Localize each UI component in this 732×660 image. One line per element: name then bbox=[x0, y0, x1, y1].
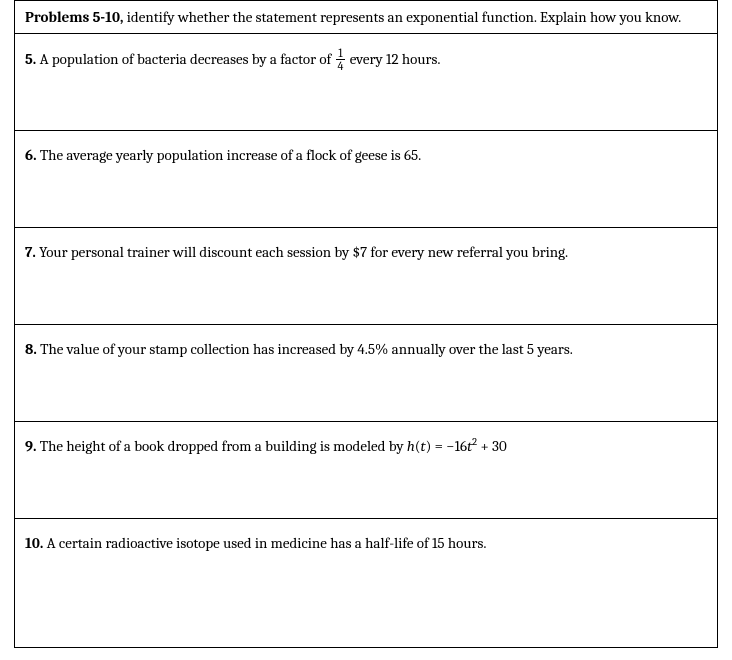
problem-text: The value of your stamp collection has i… bbox=[37, 340, 573, 358]
fraction: 14 bbox=[336, 47, 346, 72]
header-text: identify whether the statement represent… bbox=[123, 8, 681, 26]
worksheet-table: Problems 5-10, identify whether the stat… bbox=[14, 0, 718, 648]
problem-number: 10. bbox=[25, 534, 43, 552]
fraction-denominator: 4 bbox=[336, 60, 346, 72]
problem-number: 5. bbox=[25, 50, 36, 68]
problem-number: 6. bbox=[25, 146, 37, 164]
problem-text: A population of bacteria decreases by a … bbox=[36, 50, 334, 68]
problem-number: 8. bbox=[25, 340, 37, 358]
math-text: ) = −16 bbox=[426, 437, 467, 455]
problem-10: 10. A certain radioactive isotope used i… bbox=[15, 519, 717, 607]
header-instructions: Problems 5-10, identify whether the stat… bbox=[25, 7, 707, 27]
problem-number: 7. bbox=[25, 243, 36, 261]
problem-7: 7. Your personal trainer will discount e… bbox=[15, 228, 717, 325]
problem-6: 6. The average yearly population increas… bbox=[15, 131, 717, 228]
header-bold: Problems 5-10, bbox=[25, 8, 123, 26]
problem-text: The average yearly population increase o… bbox=[37, 146, 422, 164]
math-var: h bbox=[407, 437, 415, 455]
problem-5: 5. A population of bacteria decreases by… bbox=[15, 34, 717, 131]
problem-9: 9. The height of a book dropped from a b… bbox=[15, 422, 717, 519]
problem-text: every 12 hours. bbox=[346, 50, 440, 68]
problem-text: The height of a book dropped from a buil… bbox=[36, 437, 406, 455]
problem-text: A certain radioactive isotope used in me… bbox=[43, 534, 486, 552]
problem-8: 8. The value of your stamp collection ha… bbox=[15, 325, 717, 422]
math-text: + 30 bbox=[477, 437, 507, 455]
problem-text: Your personal trainer will discount each… bbox=[36, 243, 568, 261]
header-row: Problems 5-10, identify whether the stat… bbox=[15, 0, 717, 34]
problem-number: 9. bbox=[25, 437, 36, 455]
